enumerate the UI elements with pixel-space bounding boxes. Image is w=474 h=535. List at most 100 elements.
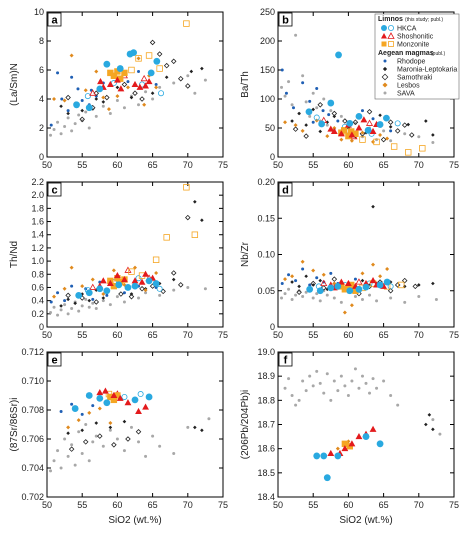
point-maronia-leptokaria: [200, 66, 204, 71]
series-shoshonitic: [96, 387, 149, 414]
point-rhodope: [311, 120, 315, 124]
point-hkca: [383, 114, 390, 122]
point-monzonite-publ: [183, 20, 190, 27]
point-sava: [80, 452, 84, 455]
point-rhodope: [329, 271, 333, 275]
point-hkca: [306, 285, 314, 293]
point-shoshonitic-publ: [355, 278, 363, 285]
point-sava: [137, 103, 141, 107]
point-sava: [322, 97, 326, 101]
point-sava: [87, 305, 91, 309]
point-hkca: [327, 99, 335, 107]
point-sava: [144, 454, 148, 458]
plot-frame-c: [46, 181, 224, 328]
x-tick-label: 70: [414, 160, 424, 170]
point-sava: [186, 74, 190, 78]
point-samothraki: [104, 94, 110, 101]
point-shoshonitic: [113, 271, 121, 279]
point-hkca: [383, 278, 391, 286]
legend-label-shoshonitic: Shoshonitic: [397, 34, 434, 41]
point-samothraki: [366, 108, 373, 115]
point-sava: [56, 449, 60, 453]
point-hkca-publ: [156, 285, 163, 292]
point-sava: [203, 78, 207, 82]
y-tick-label: 0: [39, 152, 44, 162]
point-hkca: [364, 126, 372, 134]
point-lesbos: [115, 94, 120, 99]
point-hkca: [320, 452, 328, 460]
y-tick-label: 10: [34, 7, 44, 17]
point-samothraki: [82, 439, 89, 445]
point-rhodope: [70, 75, 74, 79]
point-hkca: [327, 284, 335, 292]
point-sava: [137, 296, 141, 300]
point-sava: [144, 90, 148, 94]
point-sava: [84, 423, 88, 426]
series-hkca-publ: [121, 391, 144, 400]
panel-letter-f: f: [284, 355, 288, 367]
point-sava: [290, 394, 294, 397]
point-rhodope: [336, 119, 340, 123]
y-tick-label: 0.710: [21, 376, 44, 386]
series-monzonite-publ: [128, 20, 190, 74]
point-sava: [332, 379, 336, 383]
point-rhodope: [294, 279, 298, 283]
y-tick-label: 200: [260, 36, 275, 46]
point-samothraki: [97, 433, 103, 439]
point-maronia-leptokaria: [108, 425, 113, 430]
legend-label-maronia: Maronia-Leptokaria: [397, 67, 457, 74]
x-tick-label: 50: [42, 160, 52, 170]
point-samothraki: [170, 270, 177, 276]
point-sava: [70, 307, 74, 311]
point-rhodope: [56, 71, 60, 75]
y-axis-title: (206Pb/204Pb)i: [240, 390, 251, 460]
point-monzonite: [117, 75, 124, 82]
point-sava: [329, 398, 333, 402]
point-sava: [87, 126, 91, 130]
point-sava: [203, 287, 207, 291]
x-tick-label: 60: [112, 330, 122, 340]
point-hkca-publ: [137, 391, 144, 398]
point-maronia-leptokaria: [94, 421, 99, 425]
point-shoshonitic: [344, 279, 352, 287]
panel-letter-box: [278, 12, 293, 27]
point-lesbos: [378, 132, 383, 137]
point-maronia-leptokaria: [80, 292, 84, 296]
point-lesbos: [371, 262, 376, 267]
point-sava: [417, 135, 421, 139]
point-rhodope: [49, 300, 53, 304]
point-shoshonitic-publ: [89, 89, 97, 96]
point-maronia-leptokaria: [318, 278, 323, 283]
point-sava: [318, 381, 322, 385]
point-sava: [315, 369, 319, 373]
point-hkca: [145, 393, 153, 401]
point-lesbos: [94, 69, 99, 74]
point-sava: [403, 300, 407, 304]
point-shoshonitic: [131, 277, 139, 284]
point-sava: [353, 367, 357, 371]
panel-letter-box: [278, 352, 293, 367]
point-monzonite: [110, 72, 118, 79]
point-sava: [315, 106, 319, 110]
point-lesbos: [360, 130, 365, 135]
point-sava: [368, 293, 372, 297]
x-tick-label: 50: [273, 330, 283, 340]
point-shoshonitic: [337, 278, 345, 285]
y-tick-label: 1.2: [31, 243, 44, 253]
point-hkca: [346, 119, 354, 127]
point-sava: [417, 295, 421, 299]
point-samothraki: [185, 83, 191, 89]
point-rhodope: [284, 91, 288, 95]
point-samothraki: [93, 299, 100, 305]
point-hkca: [305, 108, 313, 116]
point-hkca: [355, 113, 363, 120]
point-samothraki: [163, 62, 170, 69]
point-lesbos: [290, 274, 295, 279]
point-monzonite: [121, 69, 128, 77]
y-tick-label: 18.6: [257, 444, 275, 454]
x-tick-label: 55: [308, 160, 318, 170]
point-hkca: [152, 280, 160, 287]
point-monzonite-publ: [419, 145, 426, 152]
point-samothraki: [331, 276, 338, 282]
plot-frame-a: [46, 11, 224, 158]
